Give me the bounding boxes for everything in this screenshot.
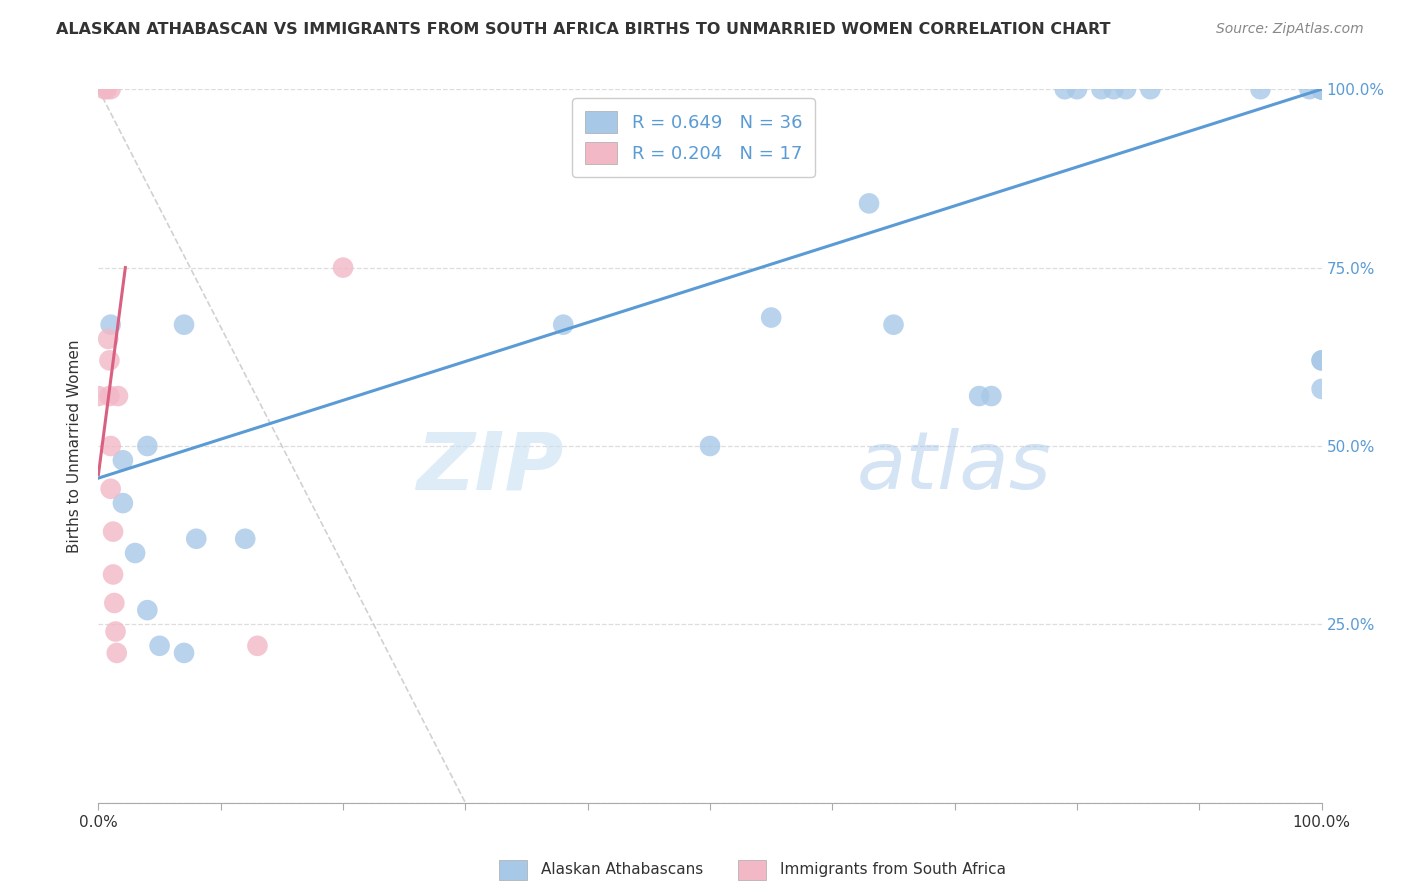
Point <box>699 439 721 453</box>
Point <box>111 453 134 467</box>
Point <box>1310 353 1333 368</box>
Point <box>87 389 110 403</box>
Point <box>173 646 195 660</box>
Text: ALASKAN ATHABASCAN VS IMMIGRANTS FROM SOUTH AFRICA BIRTHS TO UNMARRIED WOMEN COR: ALASKAN ATHABASCAN VS IMMIGRANTS FROM SO… <box>56 22 1111 37</box>
Point <box>761 310 783 325</box>
Point <box>1053 82 1076 96</box>
Point <box>136 603 159 617</box>
Point <box>97 332 120 346</box>
Point <box>1139 82 1161 96</box>
Point <box>980 389 1002 403</box>
Point <box>93 82 115 96</box>
Point <box>98 389 121 403</box>
Point <box>1310 82 1333 96</box>
Point <box>149 639 172 653</box>
Point <box>1115 82 1137 96</box>
Legend: R = 0.649   N = 36, R = 0.204   N = 17: R = 0.649 N = 36, R = 0.204 N = 17 <box>572 98 815 177</box>
Point <box>1310 82 1333 96</box>
Point <box>1310 82 1333 96</box>
Point <box>858 196 880 211</box>
Point <box>1310 353 1333 368</box>
Point <box>1066 82 1088 96</box>
Point <box>883 318 905 332</box>
Point <box>96 82 118 96</box>
Point <box>100 82 122 96</box>
Text: Alaskan Athabascans: Alaskan Athabascans <box>541 863 703 877</box>
Text: ZIP: ZIP <box>416 428 564 507</box>
Point <box>98 353 121 368</box>
Point <box>100 482 122 496</box>
Point <box>1310 82 1333 96</box>
Point <box>111 496 134 510</box>
Point <box>967 389 990 403</box>
Point <box>101 524 124 539</box>
Text: atlas: atlas <box>856 428 1052 507</box>
Text: Immigrants from South Africa: Immigrants from South Africa <box>780 863 1007 877</box>
Point <box>553 318 575 332</box>
Point <box>1102 82 1125 96</box>
Y-axis label: Births to Unmarried Women: Births to Unmarried Women <box>67 339 83 553</box>
Point <box>100 318 122 332</box>
Point <box>100 439 122 453</box>
Point <box>233 532 256 546</box>
Point <box>1249 82 1271 96</box>
Point <box>103 596 125 610</box>
Point <box>107 389 129 403</box>
Point <box>1298 82 1320 96</box>
Point <box>1090 82 1112 96</box>
Point <box>124 546 146 560</box>
Point <box>104 624 127 639</box>
Point <box>173 318 195 332</box>
Point <box>1310 82 1333 96</box>
Point <box>136 439 159 453</box>
Point <box>1310 82 1333 96</box>
Point <box>1310 382 1333 396</box>
Point <box>1310 82 1333 96</box>
Point <box>105 646 128 660</box>
Point <box>332 260 354 275</box>
Point <box>101 567 124 582</box>
Point <box>246 639 269 653</box>
Text: Source: ZipAtlas.com: Source: ZipAtlas.com <box>1216 22 1364 37</box>
Point <box>186 532 208 546</box>
